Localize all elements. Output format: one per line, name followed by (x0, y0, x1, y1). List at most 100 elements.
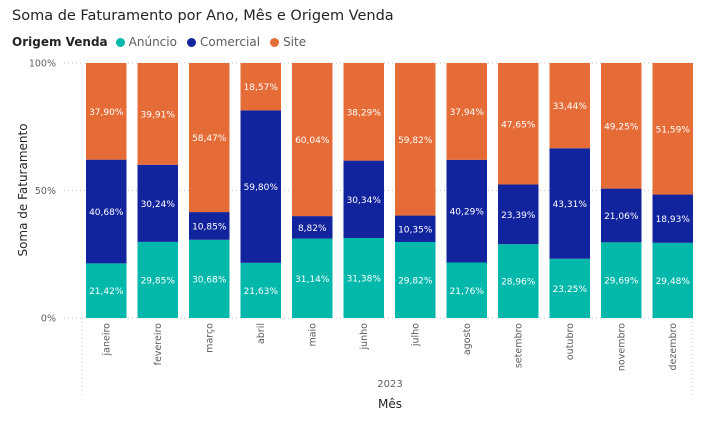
data-label: 29,48% (656, 277, 691, 287)
bar-site-4[interactable] (292, 63, 333, 217)
data-label: 51,59% (656, 125, 691, 135)
bar-comercial-9[interactable] (549, 148, 591, 259)
bar-site-11[interactable] (652, 63, 694, 195)
bar-comercial-10[interactable] (601, 188, 642, 243)
bar-site-1[interactable] (137, 63, 179, 165)
bar-site-10[interactable] (601, 63, 642, 189)
bar-anuncio-11[interactable] (652, 242, 694, 318)
bar-anuncio-0[interactable] (86, 263, 127, 318)
bar-comercial-11[interactable] (652, 194, 694, 243)
y-axis-title: Soma de Faturamento (16, 123, 30, 256)
legend-dot-site-icon (270, 37, 280, 47)
y-tick-label: 50% (35, 186, 56, 197)
legend-label-anuncio: Anúncio (128, 35, 177, 49)
x-axis-year-label: 2023 (377, 379, 402, 390)
x-tick-label: novembro (616, 323, 627, 371)
x-tick-label: agosto (462, 323, 473, 355)
chart-title: Soma de Faturamento por Ano, Mês e Orige… (12, 8, 394, 24)
data-label: 30,68% (192, 275, 227, 285)
bar-anuncio-5[interactable] (343, 237, 385, 318)
bar-comercial-4[interactable] (292, 216, 333, 239)
legend: Origem Venda Anúncio Comercial Site (12, 35, 316, 49)
legend-item-anuncio[interactable]: Anúncio (115, 35, 177, 49)
x-tick-label: setembro (513, 323, 524, 368)
data-label: 31,38% (347, 274, 382, 284)
x-axis: janeiro fevereiro março abril maio junho julho… (101, 323, 679, 371)
x-tick-label: fevereiro (153, 323, 164, 366)
data-label: 43,31% (553, 200, 588, 210)
data-label: 23,39% (501, 211, 536, 221)
legend-dot-comercial-icon (186, 37, 196, 47)
data-label: 49,25% (604, 122, 639, 132)
bar-site-3[interactable] (240, 63, 282, 111)
bar-anuncio-4[interactable] (292, 238, 333, 318)
legend-item-comercial[interactable]: Comercial (186, 35, 261, 49)
bar-site-0[interactable] (86, 63, 127, 160)
data-label: 37,90% (89, 108, 124, 118)
data-label: 23,25% (553, 285, 588, 295)
data-label: 40,68% (89, 208, 124, 218)
x-tick-label: abril (256, 323, 267, 344)
bar-site-7[interactable] (446, 63, 488, 160)
data-label: 30,24% (141, 200, 176, 210)
data-label: 31,14% (295, 275, 330, 285)
data-label: 21,06% (604, 212, 639, 222)
data-label: 10,85% (192, 222, 227, 232)
data-label: 47,65% (501, 120, 536, 130)
bar-anuncio-7[interactable] (446, 262, 488, 318)
bar-anuncio-10[interactable] (601, 242, 642, 318)
data-label: 8,82% (298, 224, 327, 234)
x-tick-label: dezembro (668, 323, 679, 371)
bar-comercial-6[interactable] (395, 215, 436, 242)
bar-comercial-0[interactable] (86, 159, 127, 264)
legend-item-site[interactable]: Site (270, 35, 306, 49)
bar-comercial-1[interactable] (137, 164, 179, 242)
x-tick-label: março (204, 323, 215, 353)
y-tick-label: 0% (41, 314, 56, 325)
bar-comercial-3[interactable] (240, 110, 282, 263)
x-tick-label: janeiro (101, 323, 112, 357)
legend-label-comercial: Comercial (199, 35, 261, 49)
data-label: 33,44% (553, 102, 588, 112)
y-tick-label: 100% (29, 59, 56, 70)
bar-comercial-8[interactable] (498, 184, 539, 245)
legend-title: Origem Venda (12, 35, 108, 49)
data-label: 29,82% (398, 276, 433, 286)
data-label: 58,47% (192, 134, 227, 144)
x-axis-title: Mês (378, 397, 402, 411)
bar-site-5[interactable] (343, 62, 385, 161)
bar-site-6[interactable] (395, 63, 436, 216)
data-label: 37,94% (450, 108, 485, 118)
data-label: 29,69% (604, 277, 639, 287)
bar-anuncio-2[interactable] (189, 239, 230, 318)
x-tick-label: junho (359, 323, 370, 351)
bar-anuncio-8[interactable] (498, 244, 539, 318)
data-label: 60,04% (295, 136, 330, 146)
data-label: 18,57% (244, 83, 279, 93)
data-label: 40,29% (450, 208, 485, 218)
data-label: 38,29% (347, 108, 382, 118)
bar-comercial-5[interactable] (343, 160, 385, 238)
data-label: 30,34% (347, 196, 382, 206)
bar-anuncio-1[interactable] (137, 241, 179, 318)
data-label: 18,93% (656, 215, 691, 225)
data-label: 21,63% (244, 287, 279, 297)
x-tick-label: outubro (565, 323, 576, 360)
y-axis: 0% 50% 100% (29, 59, 56, 325)
data-label: 59,80% (244, 183, 279, 193)
bar-site-2[interactable] (189, 63, 230, 213)
legend-label-site: Site (283, 35, 307, 49)
data-label: 21,76% (450, 287, 485, 297)
data-label: 39,91% (141, 110, 176, 120)
bar-anuncio-3[interactable] (240, 262, 282, 318)
bars: 21,42% 40,68% 37,90% 29,85% 30,24% 39,91% 30,6… (86, 62, 694, 318)
data-label: 10,35% (398, 225, 433, 235)
bar-site-9[interactable] (549, 63, 591, 149)
bar-anuncio-9[interactable] (549, 258, 591, 318)
bar-site-8[interactable] (498, 63, 539, 185)
bar-comercial-7[interactable] (446, 159, 488, 263)
x-tick-label: julho (410, 323, 421, 347)
bar-comercial-2[interactable] (189, 212, 230, 240)
bar-anuncio-6[interactable] (395, 241, 436, 318)
